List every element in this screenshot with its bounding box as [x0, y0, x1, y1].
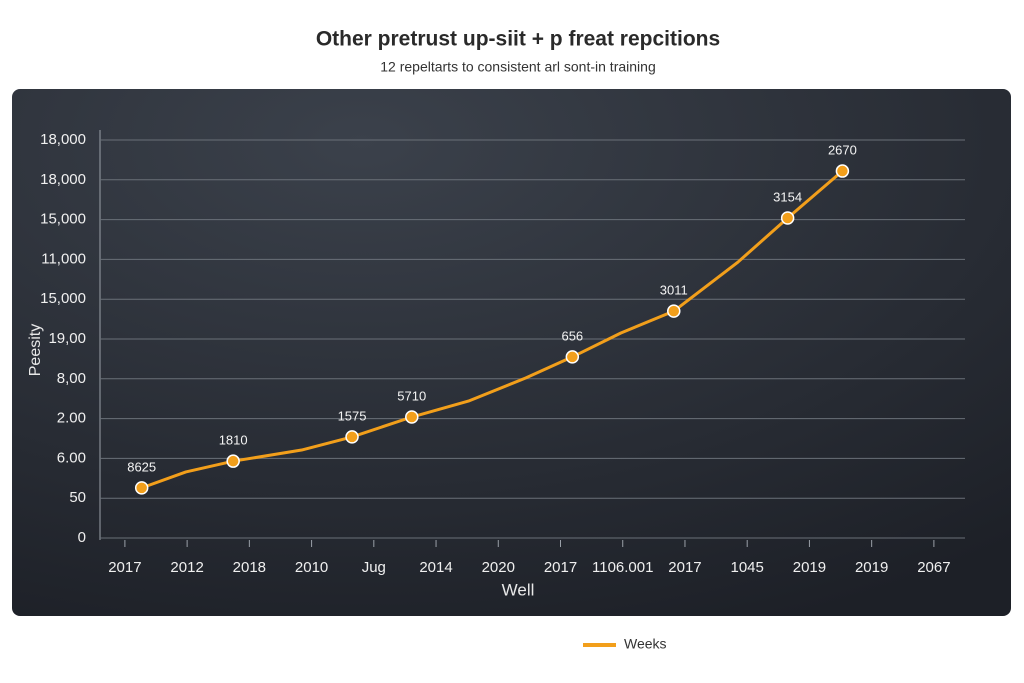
- legend-label: Weeks: [624, 636, 667, 652]
- annotation: 1810: [219, 433, 248, 448]
- x-tick-label: 2017: [108, 559, 141, 576]
- y-tick-label: 8,00: [57, 370, 86, 387]
- point-marker: [835, 164, 850, 178]
- point-marker: [226, 454, 240, 468]
- chart-title: Other pretrust up-siit + p freat repciti…: [316, 28, 720, 51]
- point-marker: [565, 350, 580, 364]
- x-tick-label: 2012: [170, 559, 203, 576]
- y-tick-label: 2.00: [57, 410, 86, 427]
- y-tick-label: 50: [69, 489, 86, 506]
- x-tick-label: 2067: [917, 559, 950, 576]
- annotation: 2670: [828, 142, 857, 157]
- x-tick-label: 1106.001: [592, 559, 653, 576]
- annotation: 8625: [127, 459, 156, 474]
- annotation: 5710: [397, 388, 426, 403]
- point-marker: [667, 304, 681, 318]
- point-marker: [134, 481, 149, 495]
- y-tick-label: 18,000: [40, 131, 86, 148]
- point-marker: [345, 430, 359, 444]
- y-tick-label: 19,00: [48, 330, 86, 347]
- annotation: 1575: [338, 408, 367, 423]
- chart-subtitle: 12 repeltarts to consistent arl sont-in …: [380, 59, 655, 75]
- y-axis-label: Peesity: [27, 324, 44, 376]
- y-tick-label: 15,000: [40, 290, 86, 307]
- x-tick-label: 1045: [731, 559, 764, 576]
- x-tick-label: 2018: [233, 559, 266, 576]
- x-tick-label: 2020: [482, 559, 515, 576]
- x-tick-label: Jug: [362, 559, 386, 576]
- annotation: 656: [561, 328, 583, 343]
- annotation: 3011: [660, 283, 688, 298]
- y-tick-label: 6.00: [57, 449, 86, 466]
- y-tick-label: 0: [78, 529, 86, 546]
- x-tick-label: 2019: [793, 559, 826, 576]
- annotation: 3154: [773, 189, 802, 204]
- x-tick-label: 2019: [855, 559, 888, 576]
- y-tick-label: 15,000: [40, 211, 86, 228]
- x-tick-label: 2014: [419, 559, 452, 576]
- x-tick-label: 2010: [295, 559, 328, 576]
- y-tick-label: 18,000: [40, 171, 86, 188]
- x-tick-label: 2017: [668, 559, 701, 576]
- point-marker: [780, 211, 795, 225]
- x-axis-label: Well: [502, 580, 535, 599]
- y-tick-label: 11,000: [41, 250, 86, 267]
- point-marker: [405, 410, 419, 424]
- x-tick-label: 2017: [544, 559, 577, 576]
- line-series: [141, 169, 844, 490]
- plot-panel: [12, 89, 1011, 616]
